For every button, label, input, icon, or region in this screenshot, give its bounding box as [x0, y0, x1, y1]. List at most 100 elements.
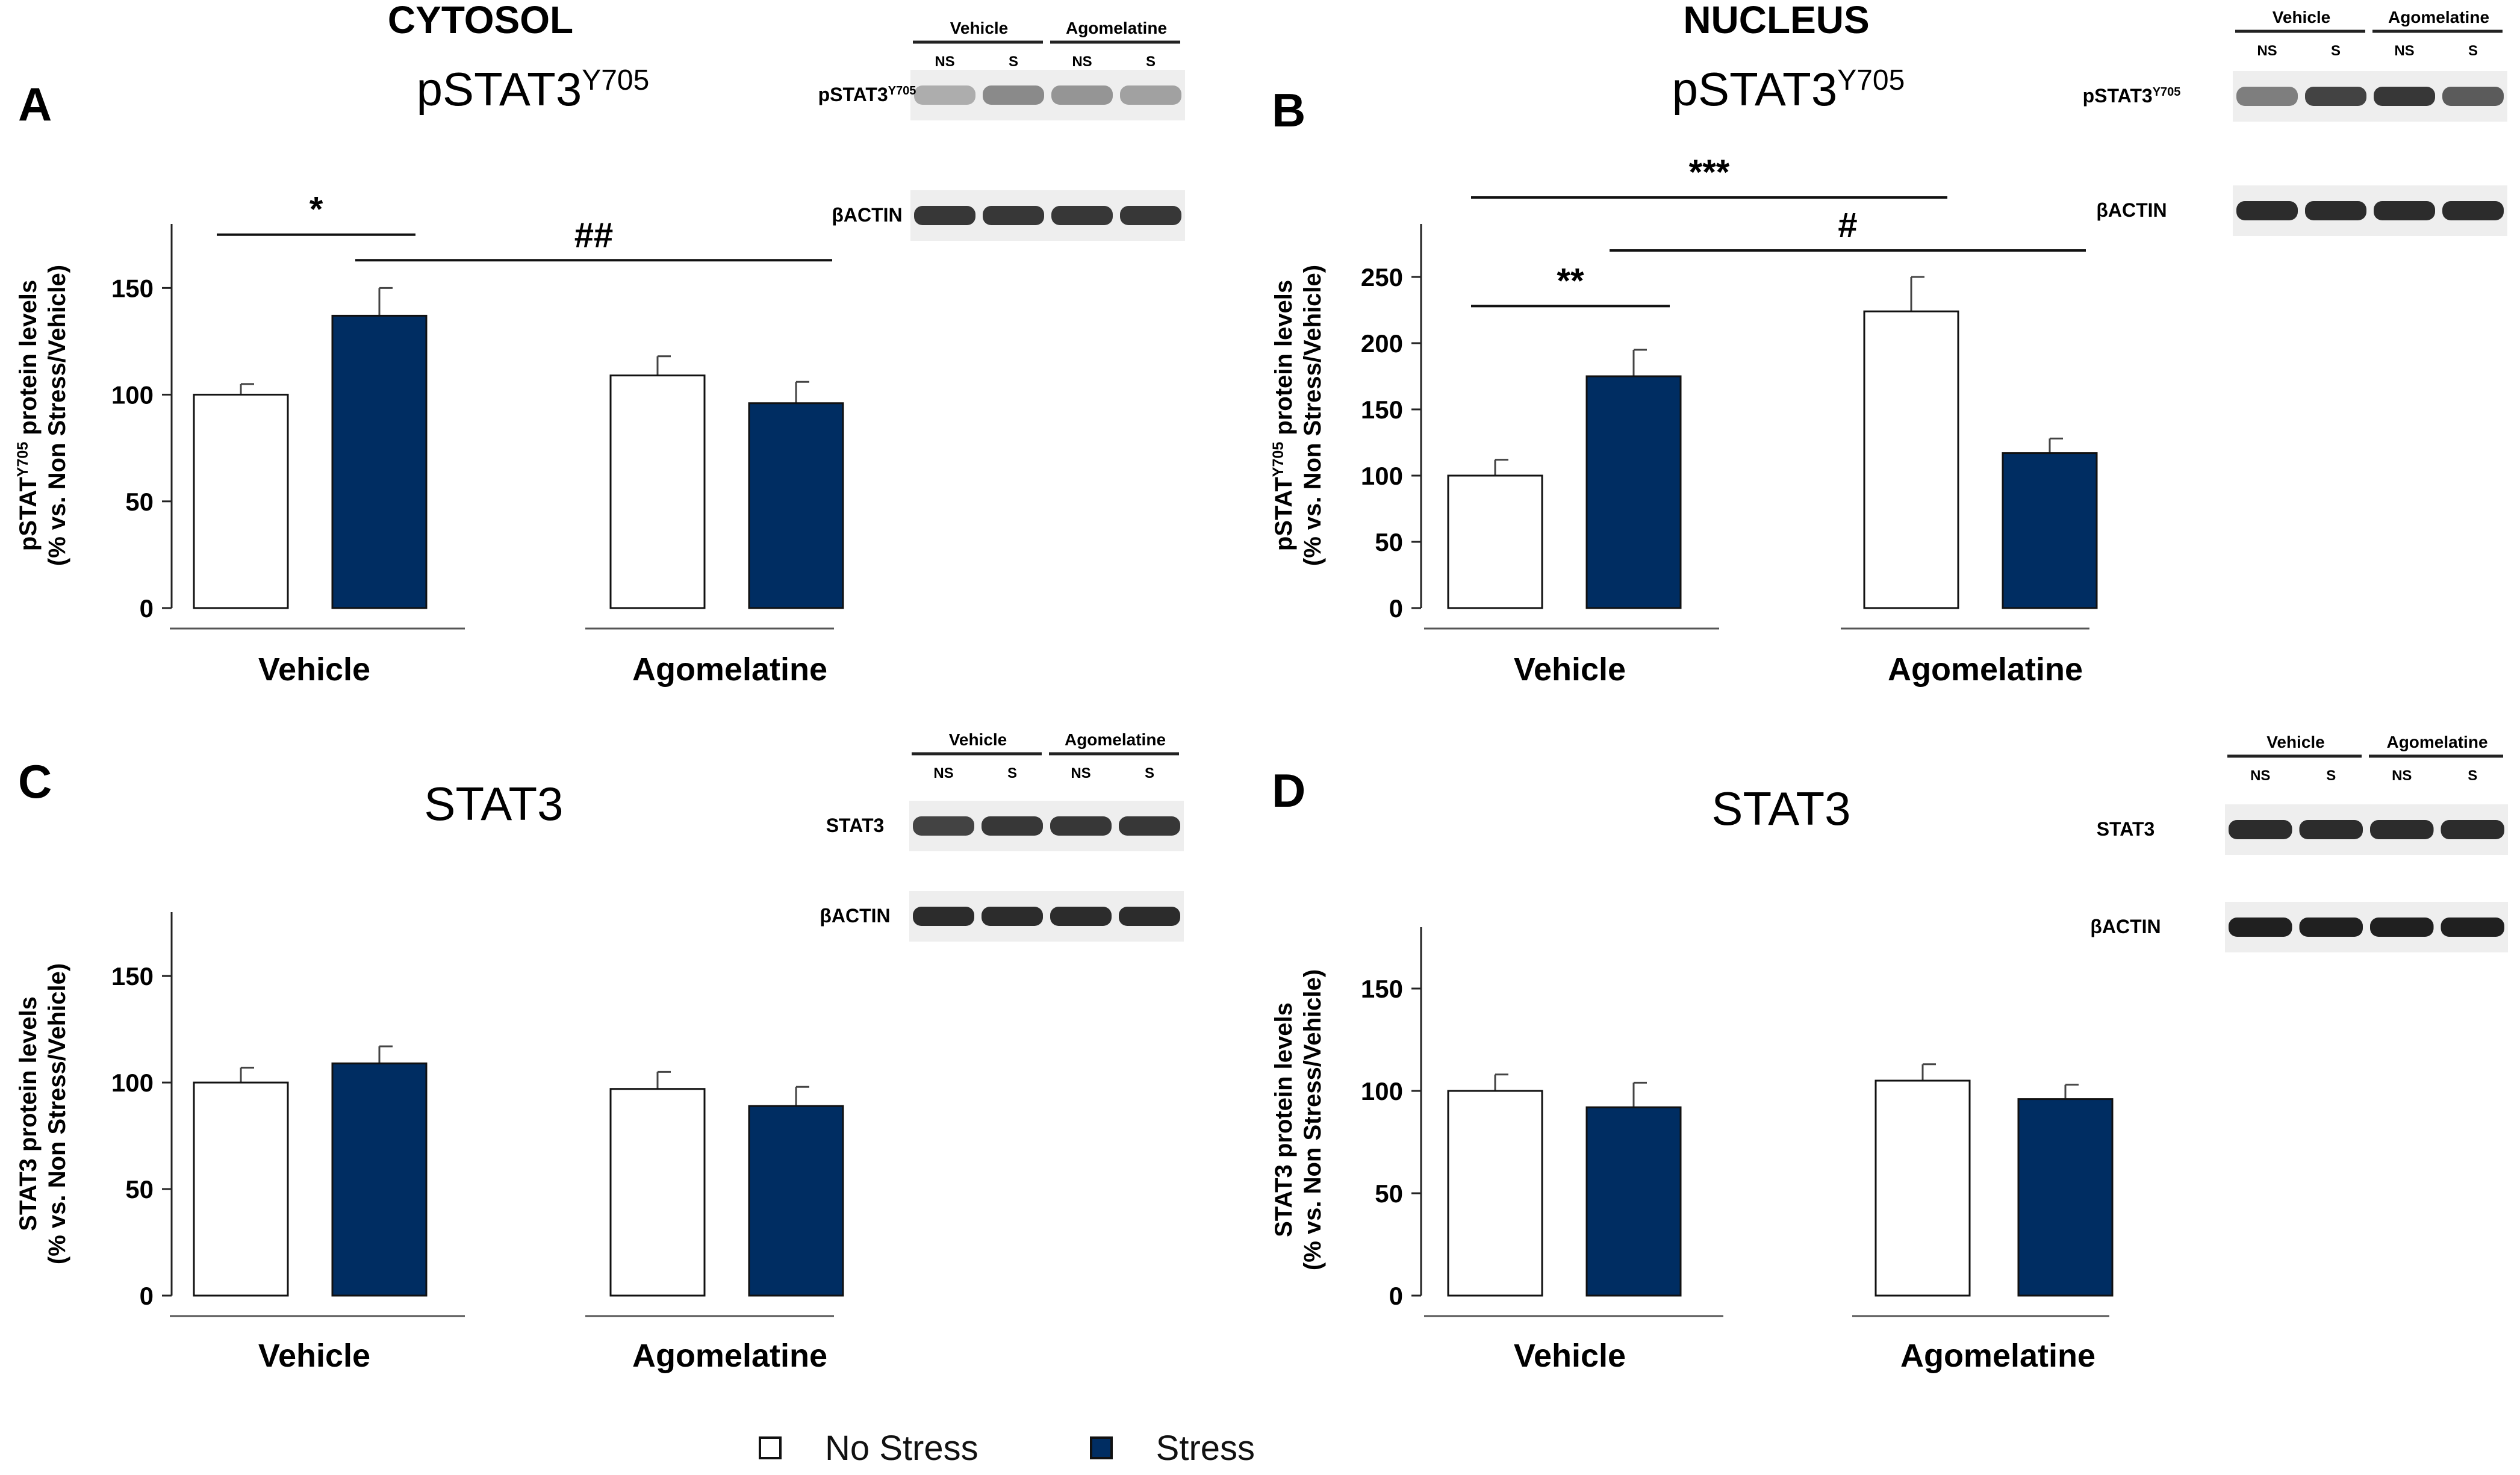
- blot-group-label: Agomelatine: [2388, 8, 2489, 26]
- bar-stress-agomelatine: [2017, 1098, 2114, 1297]
- blot-band: [2374, 87, 2435, 106]
- blot-group-label: Agomelatine: [2386, 733, 2487, 751]
- header-nucleus: NUCLEUS: [1683, 0, 1869, 42]
- bar-no-stress-agomelatine: [1874, 1079, 1971, 1297]
- category-label: Vehicle: [258, 651, 370, 688]
- blot-lane-label: NS: [2257, 43, 2277, 59]
- y-tick-label: 50: [125, 1175, 154, 1203]
- chart-title: STAT3: [1711, 782, 1850, 835]
- blot-band: [2374, 201, 2435, 220]
- blot-row-label: βACTIN: [2090, 916, 2161, 937]
- blot-band: [2299, 820, 2363, 839]
- y-tick-label: 150: [111, 274, 154, 302]
- blot-band: [1119, 816, 1180, 836]
- bar-stress-vehicle: [331, 314, 428, 609]
- blot-row-label: βACTIN: [2096, 199, 2167, 221]
- y-axis-label: STAT3 protein levels: [15, 996, 42, 1231]
- category-label: Agomelatine: [1900, 1338, 2095, 1374]
- bar-no-stress-vehicle: [1447, 1090, 1543, 1297]
- blot-row-label: pSTAT3Y705: [2083, 85, 2181, 107]
- blot-band: [2442, 201, 2504, 220]
- blot-band: [913, 816, 974, 836]
- chart-title: STAT3: [424, 777, 563, 830]
- blot-lane-label: NS: [2250, 768, 2270, 784]
- y-tick-label: 200: [1361, 329, 1403, 358]
- legend-label-stress: Stress: [1156, 1428, 1255, 1468]
- bar-no-stress-agomelatine: [1863, 310, 1959, 609]
- blot-lane-label: NS: [1072, 54, 1092, 70]
- blot-band: [913, 907, 974, 926]
- bar-no-stress-agomelatine: [609, 374, 706, 609]
- blot-band: [983, 85, 1044, 105]
- blot-row-label: STAT3: [2097, 818, 2155, 840]
- y-tick-label: 0: [1389, 594, 1403, 623]
- y-axis-label-line2: (% vs. Non Stress/Vehicle): [44, 963, 70, 1264]
- category-label: Agomelatine: [632, 651, 827, 688]
- blot-lane-label: NS: [1071, 765, 1090, 781]
- blot-row-label: pSTAT3Y705: [818, 84, 916, 105]
- category-label: Agomelatine: [632, 1338, 827, 1374]
- blot-lane-label: S: [2468, 768, 2477, 784]
- category-label: Vehicle: [1514, 651, 1626, 688]
- y-axis-label-line2: (% vs. Non Stress/Vehicle): [1299, 969, 1326, 1270]
- blot-lane-label: S: [2331, 43, 2341, 59]
- legend-swatch-stress: [1089, 1436, 1113, 1459]
- panel-letter: A: [18, 78, 52, 131]
- blot-band: [983, 206, 1044, 225]
- blot-lane-label: NS: [2394, 43, 2414, 59]
- bar-no-stress-agomelatine: [609, 1088, 706, 1297]
- y-tick-label: 50: [1375, 1179, 1403, 1208]
- significance-label: *: [310, 190, 323, 229]
- blot-group-label: Agomelatine: [1066, 19, 1167, 37]
- y-tick-label: 100: [1361, 462, 1403, 490]
- y-axis-label-line2: (% vs. Non Stress/Vehicle): [44, 265, 70, 566]
- blot-row-label: STAT3: [826, 815, 885, 836]
- blot-band: [1051, 206, 1113, 225]
- blot-row-label: βACTIN: [832, 204, 902, 226]
- category-label: Vehicle: [1514, 1338, 1626, 1374]
- legend-item-stress: Stress: [1089, 1428, 1255, 1468]
- blot-band: [2442, 87, 2504, 106]
- category-label: Agomelatine: [1888, 651, 2083, 688]
- y-tick-label: 150: [1361, 975, 1403, 1003]
- bar-stress-vehicle: [331, 1062, 428, 1297]
- header-cytosol: CYTOSOL: [388, 0, 573, 42]
- panel-c: C STAT3 0 50 100 150 STAT3 protein levels (% vs…: [15, 730, 1184, 1374]
- blot-lane-label: S: [2468, 43, 2478, 59]
- bar-stress-vehicle: [1585, 1106, 1682, 1297]
- y-tick-label: 100: [1361, 1077, 1403, 1105]
- significance-label: ***: [1689, 153, 1730, 192]
- blot-band: [1050, 907, 1112, 926]
- y-tick-label: 50: [125, 488, 154, 516]
- y-axis-label: pSTATY705 protein levels: [1270, 280, 1297, 551]
- blot-group-label: Vehicle: [950, 19, 1009, 37]
- bar-no-stress-vehicle: [193, 1081, 289, 1297]
- blot-group-label: Vehicle: [2266, 733, 2325, 751]
- bar-stress-agomelatine: [748, 402, 844, 609]
- blot-row-label: βACTIN: [820, 905, 890, 927]
- blot-group-label: Agomelatine: [1065, 730, 1166, 749]
- blot-band: [2299, 918, 2363, 937]
- blot-band: [2370, 820, 2434, 839]
- y-tick-label: 150: [1361, 396, 1403, 424]
- panel-d: D STAT3 0 50 100 150 STAT3 protein levels (% vs…: [1271, 733, 2508, 1374]
- significance-label: **: [1557, 261, 1584, 300]
- blot-band: [1119, 907, 1180, 926]
- blot-band: [2305, 201, 2366, 220]
- bar-stress-vehicle: [1585, 375, 1682, 609]
- y-tick-label: 0: [140, 594, 154, 623]
- y-axis-label-line2: (% vs. Non Stress/Vehicle): [1299, 265, 1326, 566]
- blot-band: [914, 85, 975, 105]
- blot-group-label: Vehicle: [949, 730, 1007, 749]
- category-label: Vehicle: [258, 1338, 370, 1374]
- y-axis-label: STAT3 protein levels: [1271, 1002, 1297, 1237]
- blot-band: [2229, 820, 2292, 839]
- y-axis-label: pSTATY705 protein levels: [14, 280, 42, 551]
- blot-band: [1051, 85, 1113, 105]
- y-tick-label: 0: [1389, 1282, 1403, 1310]
- blot-band: [2441, 820, 2504, 839]
- legend-swatch-no-stress: [759, 1436, 782, 1459]
